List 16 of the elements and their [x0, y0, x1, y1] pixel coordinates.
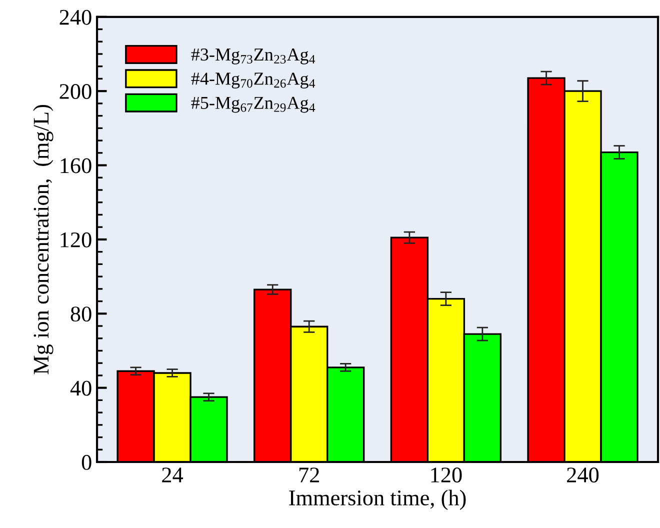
x-tick-label: 72 [299, 468, 319, 482]
x-tick-label: 240 [567, 468, 599, 482]
y-tick-label: 200 [60, 84, 92, 100]
x-tick-label: 24 [162, 468, 184, 482]
y-tick-label: 160 [60, 158, 92, 174]
y-axis-title: Mg ion concentration, (mg/L) [33, 104, 54, 374]
y-tick-label: 240 [60, 10, 92, 25]
x-tick-label: 120 [431, 468, 462, 482]
x-axis-title: Immersion time, (h) [289, 490, 466, 510]
y-tick-label: 0 [82, 454, 92, 470]
legend-label: #3-Mg$_{73}$Zn$_{23}$Ag$_{4}$ [191, 48, 316, 64]
y-tick-label: 120 [60, 232, 92, 248]
y-tick-label: 40 [70, 380, 92, 396]
y-tick-label: 80 [70, 306, 92, 322]
legend-label: #4-Mg$_{70}$Zn$_{26}$Ag$_{4}$ [191, 72, 316, 89]
legend-label: #5-Mg$_{67}$Zn$_{29}$Ag$_{4}$ [191, 96, 316, 113]
